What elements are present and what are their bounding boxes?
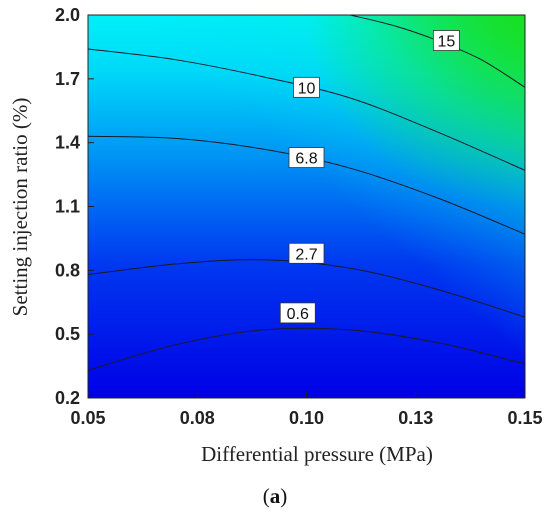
contour-line-0.6 bbox=[87, 327, 526, 371]
y-tick-label: 0.5 bbox=[55, 324, 80, 344]
contour-label-box bbox=[432, 30, 460, 51]
contour-label-text: 6.8 bbox=[295, 151, 317, 168]
x-tick-label: 0.13 bbox=[398, 408, 433, 428]
contour-label-text: 2.7 bbox=[295, 246, 317, 263]
contour-label-box bbox=[279, 302, 316, 324]
x-tick-label: 0.10 bbox=[289, 408, 324, 428]
y-tick-label: 1.1 bbox=[55, 197, 80, 217]
contour-label-6.8: 6.8 bbox=[288, 147, 325, 168]
y-tick-label: 0.2 bbox=[55, 388, 80, 408]
x-tick-label: 0.05 bbox=[70, 408, 105, 428]
y-axis-ticks: 0.2 0.5 0.8 1.1 1.4 1.7 2.0 bbox=[55, 5, 94, 408]
y-axis-title: Setting injection ratio (%) bbox=[8, 98, 32, 317]
contour-label-text: 0.6 bbox=[287, 306, 309, 323]
x-axis-title: Differential pressure (MPa) bbox=[201, 442, 433, 466]
y-tick-label: 2.0 bbox=[55, 5, 80, 25]
contour-label-text: 15 bbox=[437, 34, 455, 51]
y-tick-label: 0.8 bbox=[55, 260, 80, 280]
contour-label-2.7: 2.7 bbox=[288, 242, 325, 264]
contour-label-box bbox=[288, 242, 325, 264]
contour-label-15: 15 bbox=[432, 30, 460, 51]
contour-label-text: 10 bbox=[298, 80, 316, 97]
panel-label: (a) bbox=[262, 484, 288, 508]
contour-label-box bbox=[288, 147, 325, 168]
contour-label-box bbox=[293, 76, 320, 98]
y-tick-label: 1.4 bbox=[55, 133, 80, 153]
contour-label-0.6: 0.6 bbox=[279, 302, 316, 324]
y-tick-label: 1.7 bbox=[55, 69, 80, 89]
contour-labels: 0.6 2.7 6.8 10 15 bbox=[279, 30, 460, 324]
contour-label-10: 10 bbox=[293, 76, 320, 98]
x-tick-label: 0.08 bbox=[180, 408, 215, 428]
x-axis-ticks: 0.05 0.08 0.10 0.13 0.15 bbox=[70, 392, 543, 428]
x-tick-label: 0.15 bbox=[507, 408, 542, 428]
